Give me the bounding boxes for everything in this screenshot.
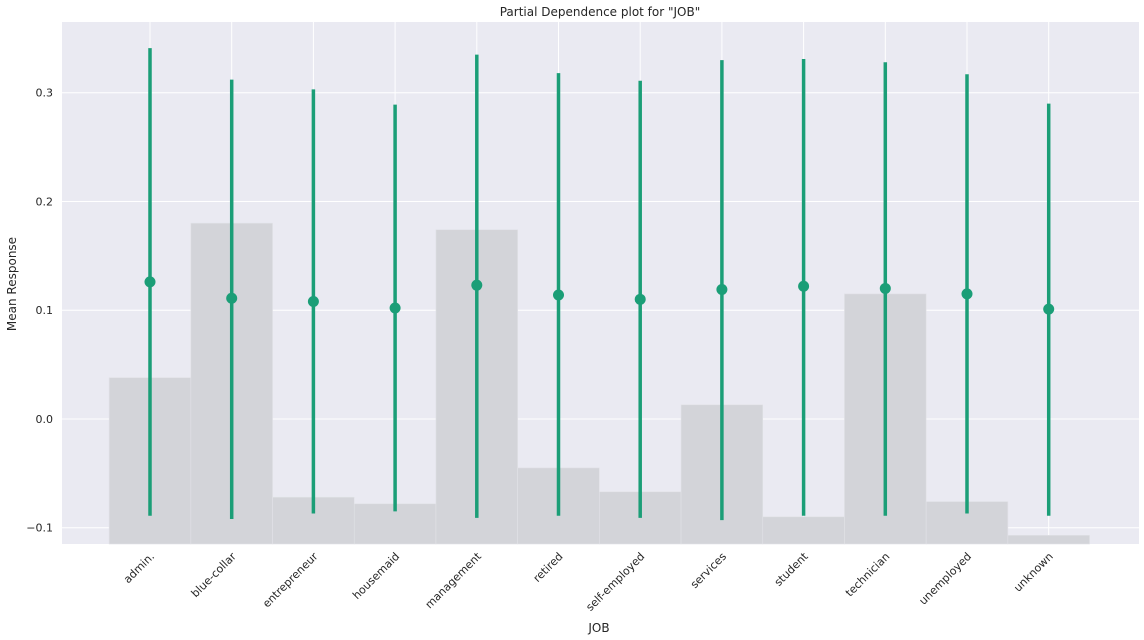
mean-response-point xyxy=(553,289,564,301)
x-tick-label: retired xyxy=(531,550,566,585)
x-tick-label: student xyxy=(772,549,811,588)
x-tick-label: management xyxy=(423,549,485,611)
y-tick-label: 0.3 xyxy=(36,87,54,100)
x-tick-label: entrepreneur xyxy=(260,550,321,611)
x-tick-label: self-employed xyxy=(583,550,647,614)
mean-response-point xyxy=(389,302,401,314)
mean-response-point xyxy=(634,293,646,305)
x-tick-label: housemaid xyxy=(350,550,402,602)
y-tick-label: −0.1 xyxy=(26,522,53,535)
x-tick-label: technician xyxy=(843,550,892,599)
mean-response-point xyxy=(716,284,728,296)
error-bar-series xyxy=(144,48,1055,521)
histogram-bar xyxy=(1007,534,1090,545)
y-tick-label: 0.1 xyxy=(36,304,54,317)
histogram-bar xyxy=(762,516,845,545)
mean-response-point xyxy=(798,280,810,292)
x-tick-label: unemployed xyxy=(917,550,975,608)
x-axis-label: JOB xyxy=(587,621,609,635)
mean-response-point xyxy=(471,279,483,291)
mean-response-point xyxy=(144,276,156,288)
mean-response-point xyxy=(1043,303,1055,315)
mean-response-point xyxy=(307,295,319,307)
mean-response-point xyxy=(961,288,973,300)
y-tick-label: 0.0 xyxy=(36,413,54,426)
x-tick-label: unknown xyxy=(1011,550,1056,595)
x-tick-label: admin. xyxy=(121,550,157,586)
mean-response-point xyxy=(226,292,238,304)
x-tick-label: blue-collar xyxy=(189,550,239,600)
y-tick-labels: −0.1 0.0 0.1 0.2 0.3 xyxy=(26,87,53,535)
mean-response-point xyxy=(879,282,891,294)
x-tick-labels: admin. blue-collar entrepreneur housemaid ma… xyxy=(121,549,1056,613)
y-tick-label: 0.2 xyxy=(36,195,54,208)
x-tick-label: services xyxy=(688,550,729,591)
chart-title: Partial Dependence plot for "JOB" xyxy=(500,5,701,19)
y-axis-label: Mean Response xyxy=(5,237,19,331)
